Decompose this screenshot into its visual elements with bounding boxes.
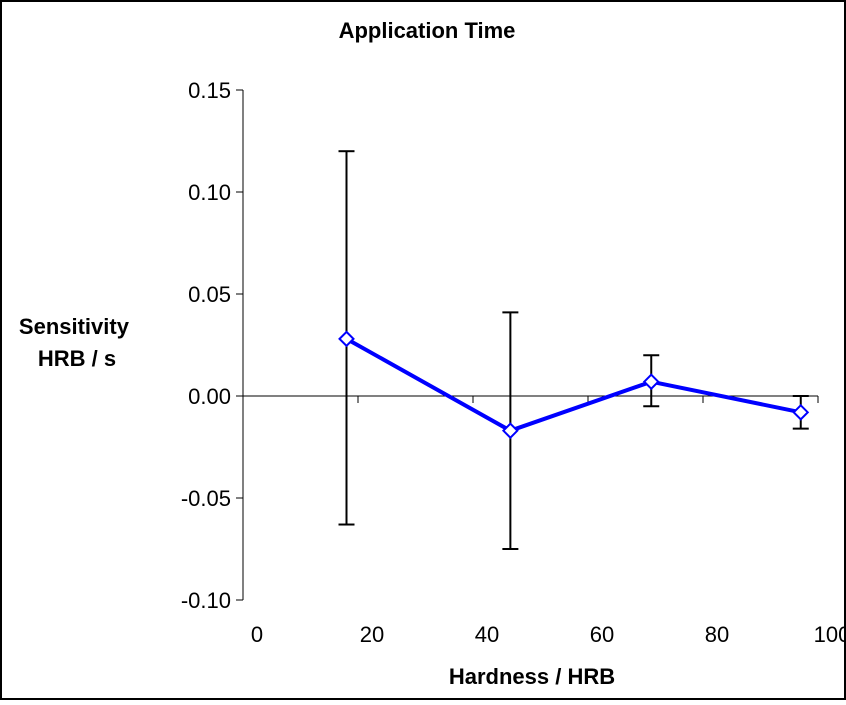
x-tick-label: 60 (590, 622, 614, 647)
ticks: -0.10 -0.05 0.00 0.05 0.10 0.15 0 20 40 60 80 100 (181, 78, 846, 647)
x-tick-label: 80 (705, 622, 729, 647)
x-tick-label: 100 (814, 622, 846, 647)
y-tick-label: -0.05 (181, 486, 231, 511)
data-point (792, 403, 810, 421)
y-axis-title-line-1: Sensitivity (19, 314, 130, 339)
x-tick-label: 40 (475, 622, 499, 647)
y-tick-label: 0.10 (188, 180, 231, 205)
data-point (338, 330, 355, 348)
y-tick-label: 0.00 (188, 384, 231, 409)
series-line (345, 337, 802, 433)
y-tick-label: 0.15 (188, 78, 231, 103)
data-point (642, 373, 660, 391)
x-tick-label: 20 (360, 622, 384, 647)
x-axis-title: Hardness / HRB (449, 664, 615, 689)
series-layer (338, 330, 810, 440)
data-point (501, 422, 519, 440)
y-axis-title-line-2: HRB / s (38, 346, 116, 371)
y-axis-title: Sensitivity HRB / s (19, 314, 135, 371)
x-tick-label: 0 (251, 622, 263, 647)
y-tick-label: 0.05 (188, 282, 231, 307)
chart-title: Application Time (339, 18, 516, 43)
y-tick-label: -0.10 (181, 588, 231, 613)
